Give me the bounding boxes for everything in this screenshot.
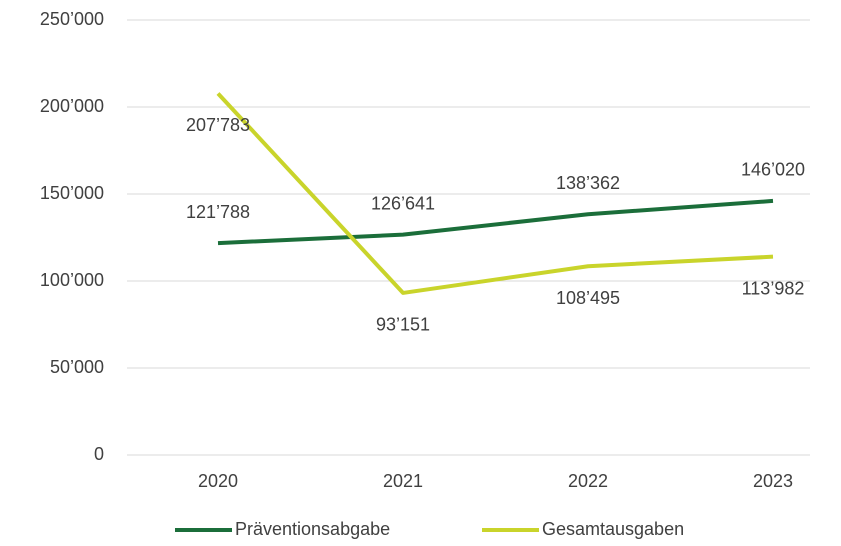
x-tick-label: 2023: [753, 471, 793, 491]
data-label: 138’362: [556, 173, 620, 193]
data-label: 108’495: [556, 288, 620, 308]
x-tick-label: 2022: [568, 471, 608, 491]
series-line: [216, 92, 774, 295]
series-line: [217, 198, 774, 246]
legend-label: Gesamtausgaben: [542, 519, 684, 539]
data-label: 126’641: [371, 193, 435, 213]
data-label: 93’151: [376, 315, 430, 335]
data-label: 121’788: [186, 202, 250, 222]
y-tick-label: 200’000: [40, 96, 104, 116]
y-tick-label: 50’000: [50, 357, 104, 377]
y-tick-label: 100’000: [40, 270, 104, 290]
legend-label: Präventionsabgabe: [235, 519, 390, 539]
y-tick-label: 150’000: [40, 183, 104, 203]
x-tick-label: 2021: [383, 471, 423, 491]
x-tick-label: 2020: [198, 471, 238, 491]
data-label: 146’020: [741, 160, 805, 180]
data-label: 207’783: [186, 115, 250, 135]
data-label: 113’982: [742, 278, 805, 298]
y-tick-label: 250’000: [40, 9, 104, 29]
y-tick-label: 0: [94, 444, 104, 464]
